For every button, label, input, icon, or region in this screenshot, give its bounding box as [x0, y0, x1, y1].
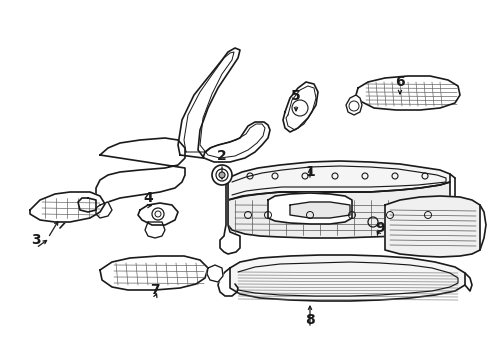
- Text: 2: 2: [217, 149, 226, 163]
- Polygon shape: [96, 202, 112, 218]
- Polygon shape: [227, 182, 449, 238]
- Circle shape: [291, 100, 307, 116]
- Polygon shape: [138, 203, 178, 225]
- Polygon shape: [178, 48, 269, 162]
- Polygon shape: [384, 196, 479, 257]
- Circle shape: [219, 172, 224, 178]
- Polygon shape: [346, 95, 361, 115]
- Polygon shape: [267, 193, 351, 224]
- Polygon shape: [229, 255, 464, 301]
- Text: 3: 3: [31, 233, 41, 247]
- Polygon shape: [289, 202, 349, 218]
- Polygon shape: [227, 161, 449, 200]
- Polygon shape: [283, 82, 317, 132]
- Text: 6: 6: [394, 75, 404, 89]
- Polygon shape: [96, 138, 184, 205]
- Text: 5: 5: [290, 89, 300, 103]
- Polygon shape: [220, 178, 240, 254]
- Circle shape: [212, 165, 231, 185]
- Polygon shape: [145, 222, 164, 238]
- Polygon shape: [78, 198, 96, 212]
- Text: 8: 8: [305, 313, 314, 327]
- Polygon shape: [30, 192, 105, 222]
- Text: 4: 4: [143, 191, 153, 205]
- Text: 1: 1: [305, 165, 314, 179]
- Text: 7: 7: [150, 283, 160, 297]
- Polygon shape: [100, 256, 207, 290]
- Polygon shape: [355, 76, 459, 110]
- Polygon shape: [206, 265, 223, 282]
- Text: 9: 9: [374, 221, 384, 235]
